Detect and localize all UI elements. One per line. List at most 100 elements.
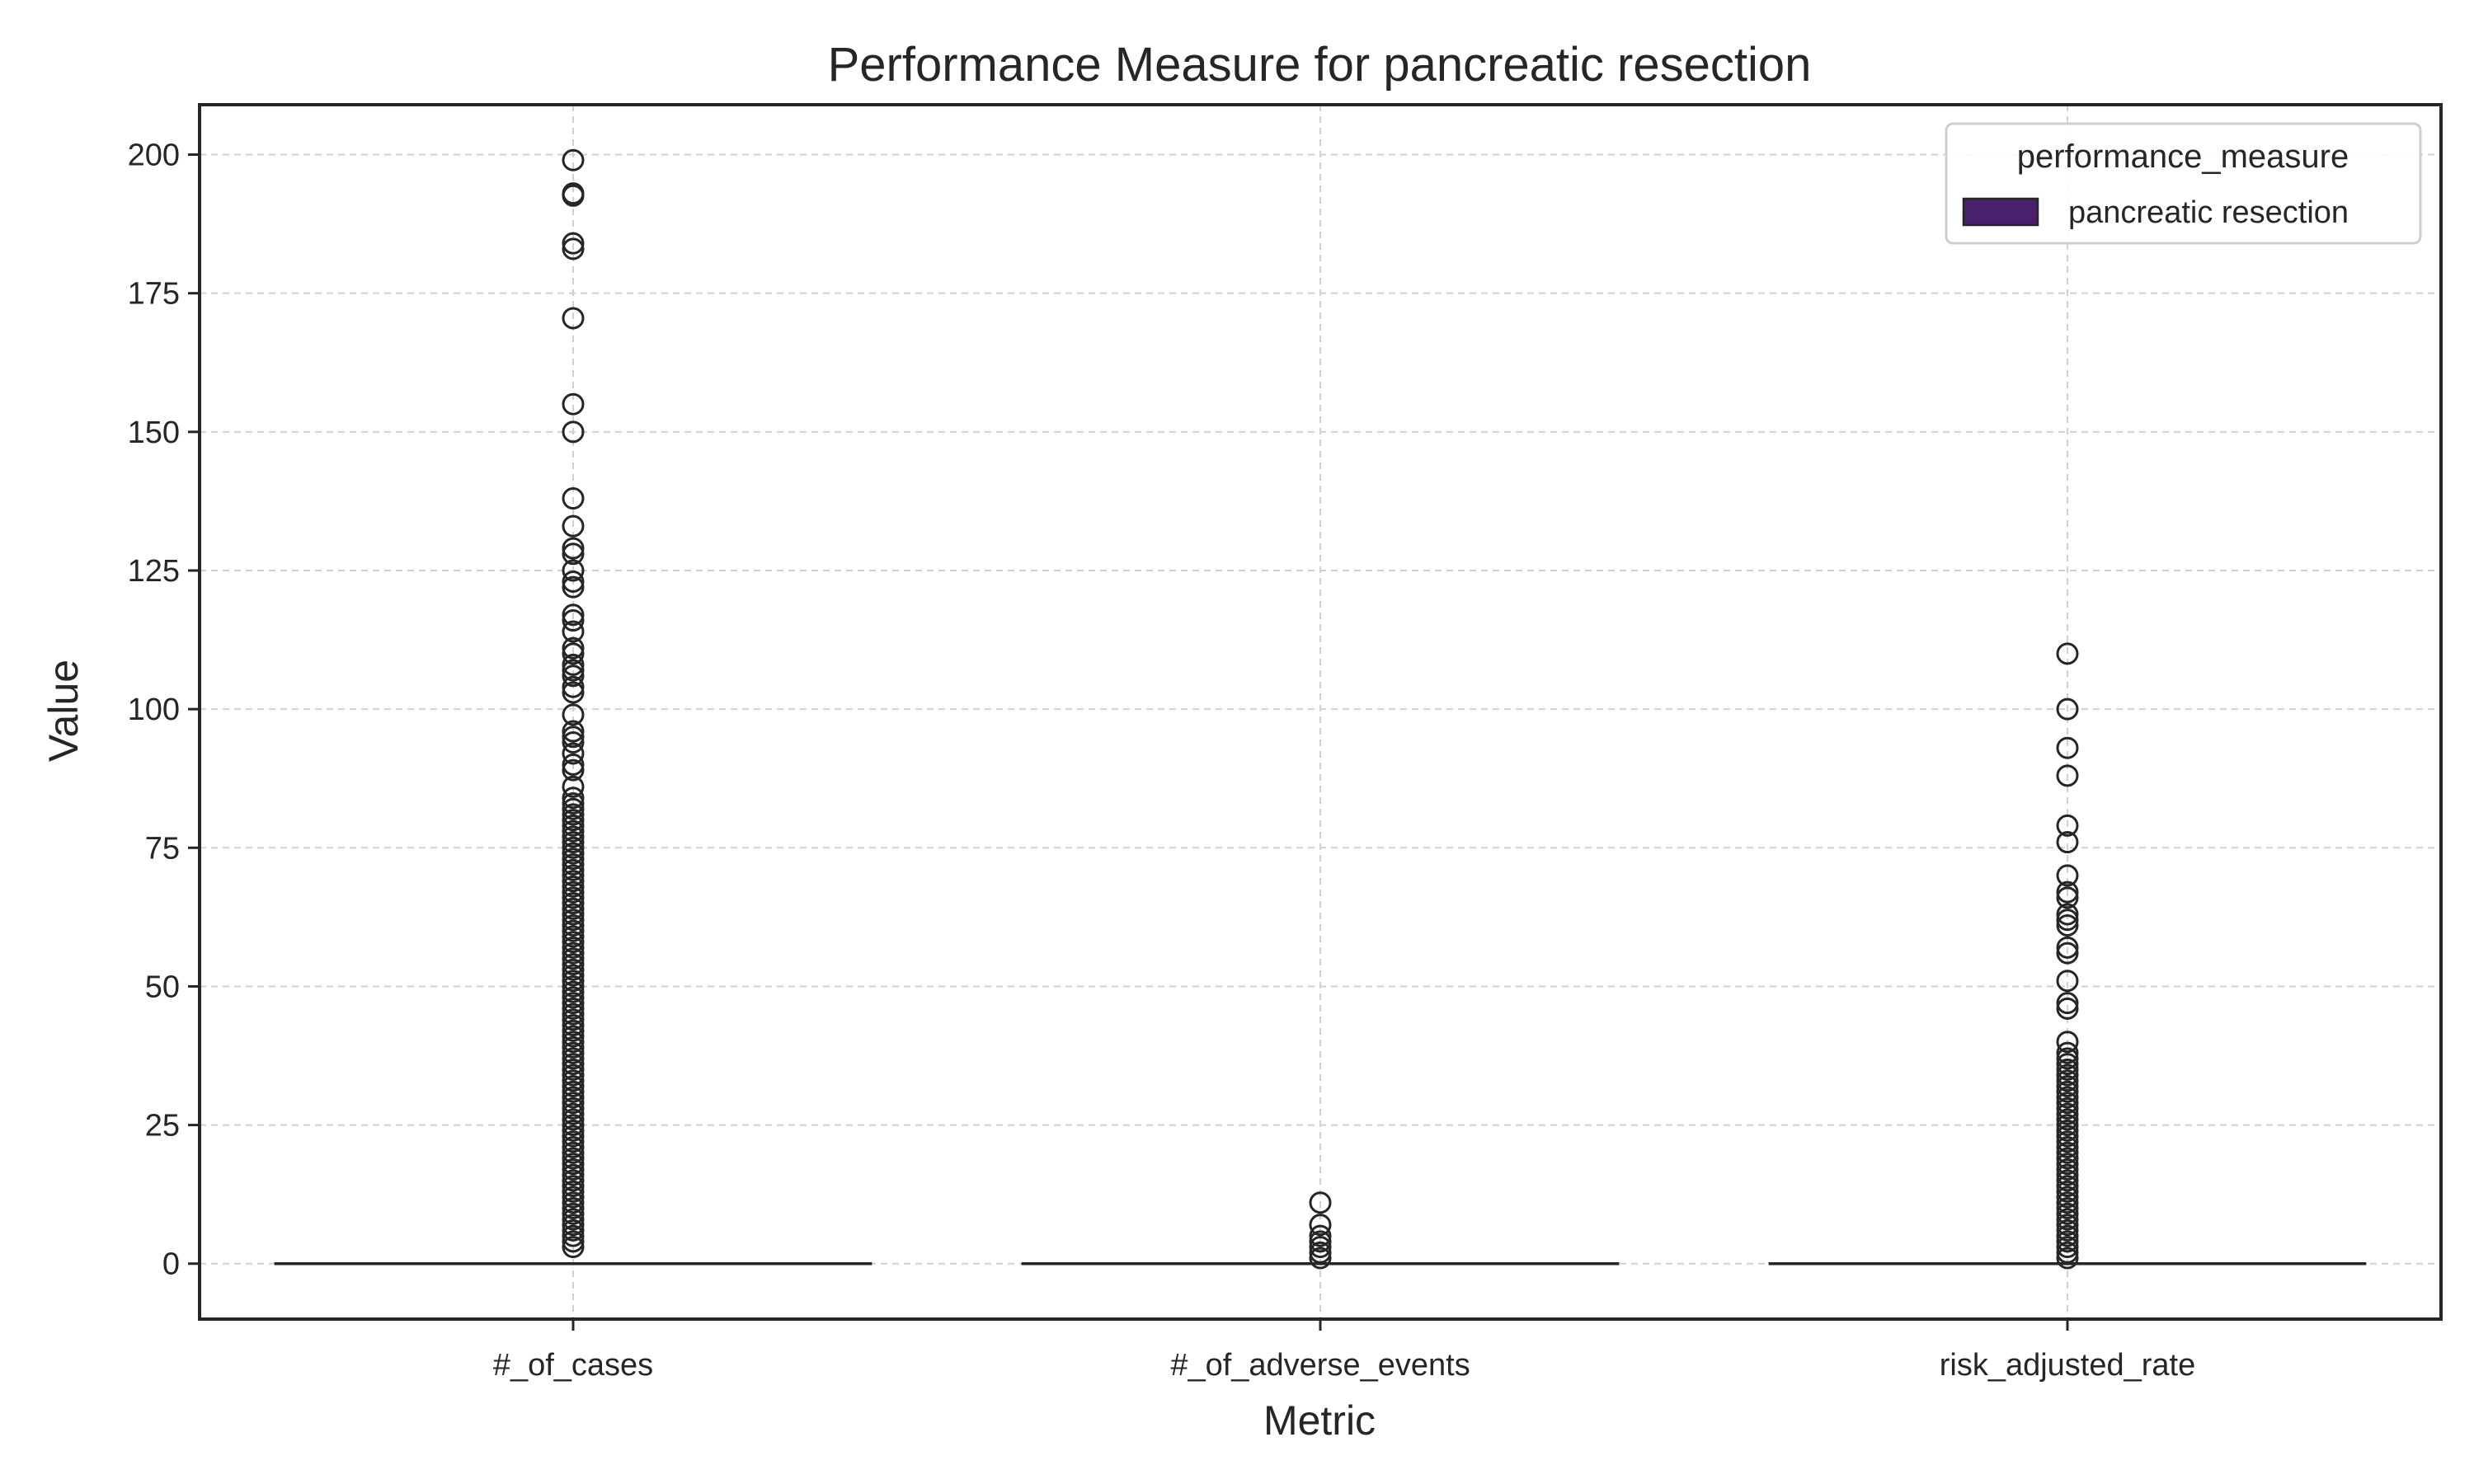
outlier-point (2056, 1169, 2079, 1192)
outlier-point (562, 720, 585, 743)
outlier-point (562, 1214, 585, 1237)
outlier-point (2056, 1041, 2079, 1064)
outlier-point (562, 1236, 585, 1259)
chart-title: Performance Measure for pancreatic resec… (828, 38, 1812, 92)
outlier-point (2056, 909, 2079, 932)
outlier-point (562, 487, 585, 510)
outlier-point (562, 1086, 585, 1109)
outlier-point (2056, 942, 2079, 965)
outlier-point (1309, 1236, 1332, 1259)
outlier-point (2056, 1135, 2079, 1158)
outlier-point (562, 919, 585, 942)
y-tick-label: 175 (128, 277, 180, 312)
outlier-point (2056, 1114, 2079, 1137)
outlier-point (2056, 913, 2079, 937)
outlier-point (562, 980, 585, 1003)
outlier-point (2056, 1147, 2079, 1170)
outlier-point (562, 958, 585, 981)
x-tick-label: risk_adjusted_rate (1940, 1348, 2196, 1383)
y-tick-label: 0 (162, 1247, 180, 1282)
outlier-point (2056, 1219, 2079, 1242)
outlier-point (2056, 1186, 2079, 1209)
legend-entry-label: pancreatic resection (2068, 195, 2349, 230)
outlier-point (562, 931, 585, 954)
outlier-point (562, 858, 585, 881)
outlier-point (562, 307, 585, 330)
outlier-point (2056, 1163, 2079, 1186)
outlier-point (2056, 1047, 2079, 1070)
outlier-point (562, 1175, 585, 1198)
outlier-layer (562, 148, 2079, 1270)
outlier-point (2056, 642, 2079, 665)
outlier-point (562, 1130, 585, 1153)
outlier-point (562, 1064, 585, 1087)
outlier-point (562, 1102, 585, 1125)
outlier-point (562, 184, 585, 207)
y-tick-label: 200 (128, 139, 180, 173)
x-axis-label: Metric (1263, 1397, 1376, 1444)
outlier-point (562, 675, 585, 698)
outlier-point (562, 897, 585, 920)
outlier-point (562, 681, 585, 704)
outlier-point (562, 886, 585, 909)
outlier-point (562, 903, 585, 926)
outlier-point (562, 603, 585, 627)
outlier-point (2056, 903, 2079, 926)
outlier-point (562, 659, 585, 682)
outlier-point (562, 913, 585, 937)
outlier-point (562, 1196, 585, 1219)
outlier-point (562, 1219, 585, 1242)
outlier-point (562, 809, 585, 832)
outlier-point (562, 892, 585, 915)
outlier-point (2056, 1075, 2079, 1098)
outlier-point (562, 1053, 585, 1076)
outlier-point (562, 1141, 585, 1164)
outlier-point (562, 237, 585, 261)
outlier-point (562, 787, 585, 810)
outlier-point (562, 1191, 585, 1214)
outlier-point (2056, 1080, 2079, 1103)
outlier-point (2056, 1141, 2079, 1164)
outlier-point (562, 1202, 585, 1225)
outlier-point (562, 1163, 585, 1186)
outlier-point (562, 559, 585, 582)
outlier-point (562, 1036, 585, 1059)
outlier-point (562, 870, 585, 893)
outlier-point (2056, 1119, 2079, 1142)
x-tick-label: #_of_adverse_events (1170, 1348, 1470, 1383)
outlier-point (562, 742, 585, 765)
outlier-point (562, 1019, 585, 1042)
outlier-point (562, 1180, 585, 1203)
outlier-point (562, 620, 585, 643)
outlier-point (562, 925, 585, 948)
outlier-point (562, 1041, 585, 1064)
outlier-point (1309, 1214, 1332, 1237)
outlier-point (562, 232, 585, 255)
outlier-point (2056, 1058, 2079, 1081)
outlier-point (562, 1108, 585, 1131)
outlier-point (562, 825, 585, 848)
outlier-point (562, 942, 585, 965)
outlier-point (2056, 1230, 2079, 1253)
outlier-point (562, 575, 585, 599)
outlier-point (562, 1224, 585, 1247)
outlier-point (562, 797, 585, 820)
outlier-point (562, 653, 585, 676)
outlier-point (2056, 1175, 2079, 1198)
legend-swatch (1962, 197, 2039, 227)
outlier-point (562, 881, 585, 904)
outlier-point (562, 542, 585, 566)
outlier-point (2056, 814, 2079, 837)
outlier-point (2056, 1224, 2079, 1247)
outlier-point (562, 1075, 585, 1098)
outlier-point (562, 392, 585, 416)
y-tick-label: 50 (145, 970, 180, 1004)
outlier-point (2056, 697, 2079, 721)
outlier-point (562, 514, 585, 538)
outlier-point (562, 758, 585, 782)
outlier-point (562, 909, 585, 932)
y-tick-label: 150 (128, 416, 180, 450)
outlier-point (562, 986, 585, 1009)
outlier-point (562, 148, 585, 171)
